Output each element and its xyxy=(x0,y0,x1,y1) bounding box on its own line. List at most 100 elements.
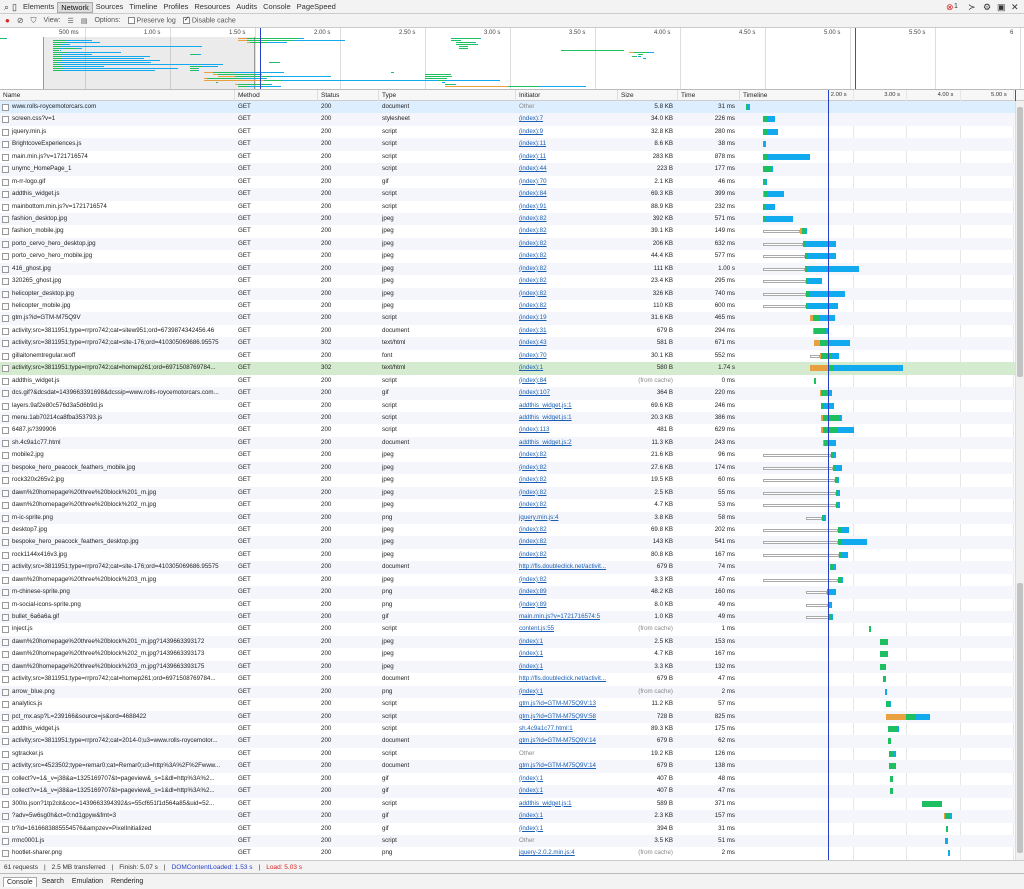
request-initiator[interactable]: (index):1 xyxy=(519,662,544,670)
error-circle-icon[interactable]: ⊗ xyxy=(946,2,954,12)
request-initiator[interactable]: (index):82 xyxy=(519,451,547,459)
table-row[interactable]: sgtracker.js GET 200 script Other 19.2 KB 126 … xyxy=(0,748,1015,760)
request-initiator[interactable]: (index):44 xyxy=(519,165,547,173)
request-initiator[interactable]: (index):82 xyxy=(519,264,547,272)
table-row[interactable]: analytics.js GET 200 script gtm.js?id=GTM-M7… xyxy=(0,698,1015,710)
table-row[interactable]: activity;src=3811951;type=rrpro742;cat=s… xyxy=(0,337,1015,350)
table-row[interactable]: porto_cervo_hero_mobile.jpg GET 200 jpeg (in… xyxy=(0,250,1015,262)
request-initiator[interactable]: (index):82 xyxy=(519,302,547,310)
table-row[interactable]: dawn%20homepage%20three%20block%202_m.jp… xyxy=(0,499,1015,511)
record-icon[interactable]: ● xyxy=(5,16,10,25)
table-row[interactable]: m-chinese-sprite.png GET 200 png (index):89 4… xyxy=(0,586,1015,599)
table-row[interactable]: addthis_widget.js GET 200 script (index):84 6… xyxy=(0,188,1015,201)
table-row[interactable]: inject.js GET 200 script content.js:55 (from … xyxy=(0,623,1015,635)
tab-sources[interactable]: Sources xyxy=(95,2,124,11)
request-initiator[interactable]: (index):82 xyxy=(519,538,547,546)
col-initiator[interactable]: Initiator xyxy=(516,90,618,101)
clear-icon[interactable]: ⊘ xyxy=(16,16,24,25)
table-row[interactable]: helicopter_desktop.jpg GET 200 jpeg (index):… xyxy=(0,287,1015,301)
table-row[interactable]: addthis_widget.js GET 200 script sh.4c9a1c77… xyxy=(0,723,1015,735)
col-time[interactable]: Time xyxy=(678,90,740,101)
table-row[interactable]: menu.1ab70214ca8fba353793.js GET 200 script… xyxy=(0,412,1015,425)
request-initiator[interactable]: (index):82 xyxy=(519,214,547,222)
gear-icon[interactable]: ⚙ xyxy=(983,2,992,12)
tab-pagespeed[interactable]: PageSpeed xyxy=(296,2,336,11)
request-initiator[interactable]: addthis_widget.js:2 xyxy=(519,438,572,446)
overview-toggle-icon[interactable]: ▤ xyxy=(80,17,88,25)
table-row[interactable]: bespoke_hero_peacock_feathers_mobile.jpg… xyxy=(0,461,1015,475)
table-row[interactable]: activity;src=3811951;type=rrpro742;cat=h… xyxy=(0,362,1015,375)
disable-cache-checkbox[interactable]: Disable cache xyxy=(182,15,236,24)
drawer-tab-rendering[interactable]: Rendering xyxy=(111,878,144,885)
request-initiator[interactable]: gtm.js?id=GTM-M75Q9V:58 xyxy=(519,712,596,720)
request-initiator[interactable]: (index):82 xyxy=(519,463,547,471)
request-initiator[interactable]: (index):1 xyxy=(519,637,544,645)
request-initiator[interactable]: (index):11 xyxy=(519,152,547,160)
table-row[interactable]: jquery.min.js GET 200 script (index):9 32.8 K… xyxy=(0,126,1015,138)
preserve-log-box[interactable] xyxy=(127,16,135,24)
tab-network[interactable]: Network xyxy=(57,2,93,13)
table-row[interactable]: tr?id=1616683885554576&ampzev=PixelIniti… xyxy=(0,823,1015,835)
overview-selection[interactable] xyxy=(42,37,255,89)
request-initiator[interactable]: addthis_widget.js:1 xyxy=(519,401,572,409)
request-initiator[interactable]: (index):43 xyxy=(519,339,547,347)
tab-resources[interactable]: Resources xyxy=(194,2,231,11)
tab-timeline[interactable]: Timeline xyxy=(129,2,158,11)
request-initiator[interactable]: gtm.js?id=GTM-M75Q9V:13 xyxy=(519,700,596,708)
table-row[interactable]: fashion_desktop.jpg GET 200 jpeg (index):82 3… xyxy=(0,212,1015,226)
network-overview[interactable]: 500 ms 1.00 s 1.50 s 2.00 s 2.50 s 3.00 s 3.50… xyxy=(0,28,1024,90)
table-row[interactable]: 300lo.json?1tp2cit&coc=1439663394392&s=5… xyxy=(0,798,1015,810)
table-row[interactable]: dawn%20homepage%20three%20block%203_m.jp… xyxy=(0,660,1015,674)
table-row[interactable]: dcs.gif?&dcsdat=1439663391698&dcssip=www… xyxy=(0,387,1015,400)
table-row[interactable]: dawn%20homepage%20three%20block%201_m.jp… xyxy=(0,635,1015,649)
request-initiator[interactable]: (index):89 xyxy=(519,600,547,608)
table-row[interactable]: bullet_6a6a6a.gif GET 200 gif main.min.js?v=… xyxy=(0,611,1015,624)
request-initiator[interactable]: (index):19 xyxy=(519,314,547,322)
table-row[interactable]: mobile2.jpg GET 200 jpeg (index):82 21.6 KB 96… xyxy=(0,449,1015,461)
tab-console[interactable]: Console xyxy=(263,2,291,11)
table-row[interactable]: 6487.js?399906 GET 200 script (index):113 481… xyxy=(0,424,1015,436)
request-initiator[interactable]: (index):82 xyxy=(519,525,547,533)
request-initiator[interactable]: (index):1 xyxy=(519,787,544,795)
table-row[interactable]: mainbottom.min.js?v=1721716574 GET 200 scri… xyxy=(0,201,1015,213)
table-row[interactable]: arrow_blue.png GET 200 png (index):1 (from ca… xyxy=(0,685,1015,699)
tab-profiles[interactable]: Profiles xyxy=(163,2,189,11)
request-initiator[interactable]: (index):1 xyxy=(519,650,544,658)
request-initiator[interactable]: (index):11 xyxy=(519,140,547,148)
col-timeline[interactable]: Timeline xyxy=(743,92,768,99)
table-row[interactable]: dawn%20homepage%20three%20block%201_m.jp… xyxy=(0,486,1015,500)
request-initiator[interactable]: (index):107 xyxy=(519,389,550,397)
table-row[interactable]: m-ic-sprite.png GET 200 png jquery.min.js:4 3… xyxy=(0,511,1015,524)
request-initiator[interactable]: sh.4c9a1c77.html:1 xyxy=(519,725,573,732)
table-scrollbar[interactable] xyxy=(1015,101,1024,860)
drawer-tab-emulation[interactable]: Emulation xyxy=(71,878,104,885)
request-initiator[interactable]: (index):1 xyxy=(519,812,544,820)
request-initiator[interactable]: (index):82 xyxy=(519,488,547,496)
col-size[interactable]: Size xyxy=(618,90,678,101)
request-initiator[interactable]: main.min.js?v=1721716574:5 xyxy=(519,613,601,621)
table-row[interactable]: activity;src=3811951;type=rrpro742;cat=s… xyxy=(0,561,1015,574)
table-row[interactable]: addthis_widget.js GET 200 script (index):84 (… xyxy=(0,375,1015,387)
table-row[interactable]: screen.css?v=1 GET 200 stylesheet (index):7 3… xyxy=(0,113,1015,126)
table-row[interactable]: ?adv=5w6sg0h&ct=0:nd1gpyw&fmt=3 GET 200 gif… xyxy=(0,810,1015,823)
filter-icon[interactable]: ⛉ xyxy=(30,15,37,25)
request-initiator[interactable]: content.js:55 xyxy=(519,625,555,633)
request-initiator[interactable]: (index):84 xyxy=(519,190,547,198)
table-row[interactable]: bespoke_hero_peacock_feathers_desktop.jp… xyxy=(0,536,1015,549)
request-initiator[interactable]: (index):82 xyxy=(519,239,547,247)
table-row[interactable]: rock320x265v2.jpg GET 200 jpeg (index):82 19.… xyxy=(0,474,1015,486)
request-initiator[interactable]: http://fls.doubleclick.net/activit... xyxy=(519,563,607,571)
request-initiator[interactable]: http://fls.doubleclick.net/activit... xyxy=(519,675,607,683)
table-row[interactable]: 320265_ghost.jpg GET 200 jpeg (index):82 23.4… xyxy=(0,275,1015,287)
request-initiator[interactable]: (index):82 xyxy=(519,277,547,285)
table-row[interactable]: 416_ghost.jpg GET 200 jpeg (index):82 111 KB 1… xyxy=(0,262,1015,276)
request-initiator[interactable]: (index):113 xyxy=(519,426,550,434)
table-row[interactable]: pct_mx.asp?L=239166&source=js&ord=468842… xyxy=(0,710,1015,723)
col-status[interactable]: Status xyxy=(318,90,379,101)
request-initiator[interactable]: (index):1 xyxy=(519,364,544,372)
request-initiator[interactable]: (index):82 xyxy=(519,575,547,583)
table-row[interactable]: gillaitonemtregular.woff GET 200 font (index… xyxy=(0,350,1015,362)
large-rows-icon[interactable]: ☰ xyxy=(67,17,74,25)
table-row[interactable]: porto_cervo_hero_desktop.jpg GET 200 jpeg (i… xyxy=(0,237,1015,251)
table-row[interactable]: main.min.js?v=1721716574 GET 200 script (ind… xyxy=(0,151,1015,163)
